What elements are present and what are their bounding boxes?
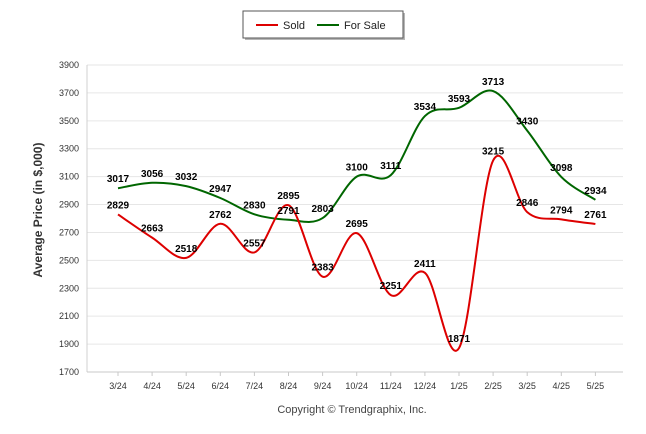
copyright-credit: Copyright © Trendgraphix, Inc. — [277, 404, 426, 416]
data-label-sold: 2895 — [277, 191, 300, 202]
series-line-sold — [117, 155, 596, 352]
x-tick-label: 10/24 — [345, 381, 368, 391]
data-label-for-sale: 3713 — [482, 77, 505, 88]
x-tick-label: 7/24 — [246, 381, 264, 391]
x-tick-label: 12/24 — [414, 381, 437, 391]
data-label-for-sale: 2934 — [584, 186, 607, 197]
legend-label-sold: Sold — [283, 20, 305, 32]
x-tick-label: 1/25 — [450, 381, 468, 391]
x-tick-label: 9/24 — [314, 381, 332, 391]
data-label-sold: 2383 — [311, 263, 334, 274]
data-label-for-sale: 3593 — [448, 94, 471, 105]
x-tick-label: 3/24 — [109, 381, 127, 391]
grid — [87, 64, 623, 373]
x-tick-label: 8/24 — [280, 381, 298, 391]
series-lines — [117, 89, 596, 352]
data-label-for-sale: 2791 — [277, 206, 300, 217]
y-axis: 1700 1900 2100 2300 2500 2700 2900 3100 3300 3500… — [59, 60, 88, 377]
data-label-sold: 1871 — [448, 334, 471, 345]
data-label-sold: 3215 — [482, 147, 505, 158]
data-label-for-sale: 3056 — [141, 169, 164, 180]
y-axis-label: Average Price (in $,000) — [31, 143, 45, 278]
data-label-for-sale: 2803 — [311, 204, 334, 215]
x-tick-label: 11/24 — [380, 381, 402, 391]
x-tick-label: 4/24 — [143, 381, 161, 391]
y-tick-label: 3700 — [59, 88, 79, 98]
y-tick-label: 2900 — [59, 200, 79, 210]
data-label-sold: 2695 — [346, 219, 369, 230]
data-label-sold: 2251 — [380, 281, 403, 292]
data-label-for-sale: 2947 — [209, 184, 232, 195]
y-tick-label: 2300 — [59, 283, 79, 293]
y-tick-label: 2500 — [59, 255, 79, 265]
y-tick-label: 3100 — [59, 172, 79, 182]
y-tick-label: 1700 — [59, 367, 79, 377]
legend-label-for-sale: For Sale — [344, 20, 386, 32]
data-label-sold: 2411 — [414, 259, 436, 270]
data-label-sold: 2794 — [550, 205, 573, 216]
y-tick-label: 1900 — [59, 339, 79, 349]
series-line-for-sale — [117, 89, 596, 223]
x-tick-label: 6/24 — [212, 381, 230, 391]
data-label-for-sale: 3098 — [550, 163, 573, 174]
y-tick-label: 2100 — [59, 311, 79, 321]
x-tick-label: 3/25 — [518, 381, 536, 391]
data-label-sold: 2761 — [584, 210, 607, 221]
x-tick-label: 2/25 — [484, 381, 502, 391]
data-label-sold: 2663 — [141, 224, 164, 235]
data-label-sold: 2829 — [107, 200, 130, 211]
y-tick-label: 3900 — [59, 60, 79, 70]
x-axis: 3/24 4/24 5/24 6/24 7/24 8/24 9/24 10/24 11/24 12… — [87, 371, 623, 391]
legend: Sold For Sale — [242, 10, 405, 40]
x-tick-label: 5/25 — [587, 381, 605, 391]
data-labels: 2829 2663 2518 2762 2557 2895 2383 2695 2251 2411… — [107, 77, 607, 345]
data-label-sold: 2518 — [175, 244, 198, 255]
data-label-for-sale: 3111 — [380, 161, 402, 172]
data-label-sold: 2846 — [516, 198, 539, 209]
data-label-for-sale: 3430 — [516, 117, 539, 128]
data-label-for-sale: 3100 — [346, 163, 369, 174]
y-tick-label: 3500 — [59, 116, 79, 126]
data-label-sold: 2762 — [209, 210, 232, 221]
data-label-for-sale: 3534 — [414, 102, 437, 113]
x-tick-label: 4/25 — [553, 381, 571, 391]
x-tick-label: 5/24 — [177, 381, 195, 391]
data-label-for-sale: 2830 — [243, 200, 266, 211]
y-tick-label: 2700 — [59, 227, 79, 237]
y-tick-label: 3300 — [59, 144, 79, 154]
data-label-sold: 2557 — [243, 238, 266, 249]
data-label-for-sale: 3032 — [175, 172, 198, 183]
data-label-for-sale: 3017 — [107, 174, 130, 185]
